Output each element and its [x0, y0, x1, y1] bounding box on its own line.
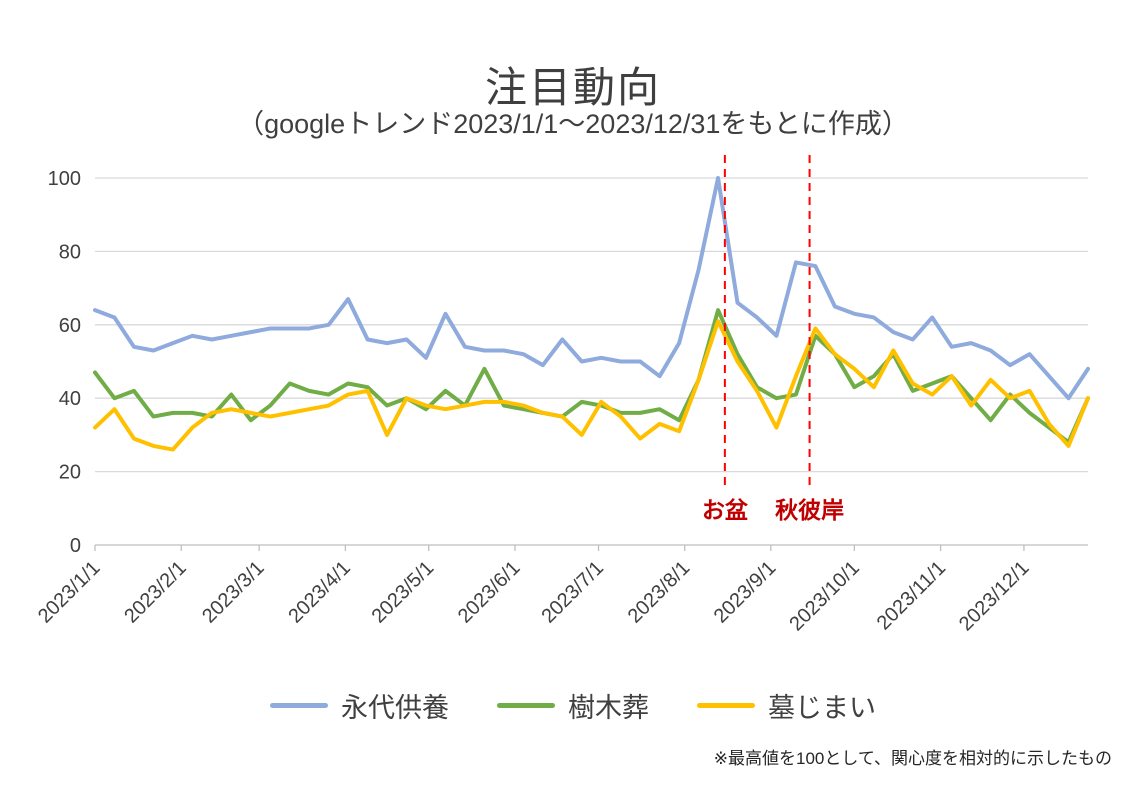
x-tick-label: 2023/10/1	[785, 557, 863, 635]
y-tick-label: 60	[59, 315, 81, 337]
annotation-label: 秋彼岸	[775, 497, 844, 523]
chart-subtitle: （googleトレンド2023/1/1～2023/12/31をもとに作成）	[237, 109, 909, 139]
y-tick-label: 0	[70, 535, 81, 557]
legend-item-jumokusou: 樹木葬	[497, 686, 649, 725]
legend-swatch-eidaikuyou	[270, 703, 328, 708]
x-tick-label: 2023/2/1	[120, 557, 191, 628]
legend-swatch-hakajimai	[697, 703, 755, 708]
gridlines	[95, 177, 1088, 546]
x-axis-labels: 2023/1/1 2023/2/1 2023/3/1 2023/4/1 2023/5/1…	[34, 545, 1033, 635]
legend-label-hakajimai: 墓じまい	[768, 693, 876, 723]
series-line-2	[93, 319, 1090, 452]
legend-label-jumokusou: 樹木葬	[568, 693, 649, 723]
y-tick-label: 40	[59, 388, 81, 410]
legend-swatch-jumokusou	[497, 703, 555, 708]
x-tick-label: 2023/1/1	[34, 557, 105, 628]
y-tick-label: 100	[48, 168, 81, 190]
legend-label-eidaikuyou: 永代供養	[341, 693, 449, 723]
x-tick-label: 2023/8/1	[624, 557, 695, 628]
y-axis-labels: 0 20 40 60 80 100	[48, 168, 81, 557]
x-tick-label: 2023/3/1	[198, 557, 269, 628]
x-tick-label: 2023/4/1	[284, 557, 355, 628]
series-line-0	[93, 176, 1090, 401]
y-tick-label: 80	[59, 241, 81, 263]
x-tick-label: 2023/7/1	[537, 557, 608, 628]
x-tick-label: 2023/5/1	[368, 557, 439, 628]
legend-item-eidaikuyou: 永代供養	[270, 686, 449, 725]
legend-item-hakajimai: 墓じまい	[697, 686, 876, 725]
x-tick-label: 2023/9/1	[710, 557, 781, 628]
chart-legend: 永代供養 樹木葬 墓じまい	[0, 686, 1146, 725]
x-tick-label: 2023/11/1	[873, 557, 950, 634]
annotation-label: お盆	[702, 497, 749, 523]
chart-footnote: ※最高値を100として、関心度を相対的に示したもの	[713, 749, 1112, 768]
chart-title: 注目動向	[484, 64, 661, 112]
x-tick-label: 2023/6/1	[454, 557, 525, 628]
y-tick-label: 20	[59, 462, 81, 484]
x-tick-label: 2023/12/1	[955, 557, 1033, 635]
